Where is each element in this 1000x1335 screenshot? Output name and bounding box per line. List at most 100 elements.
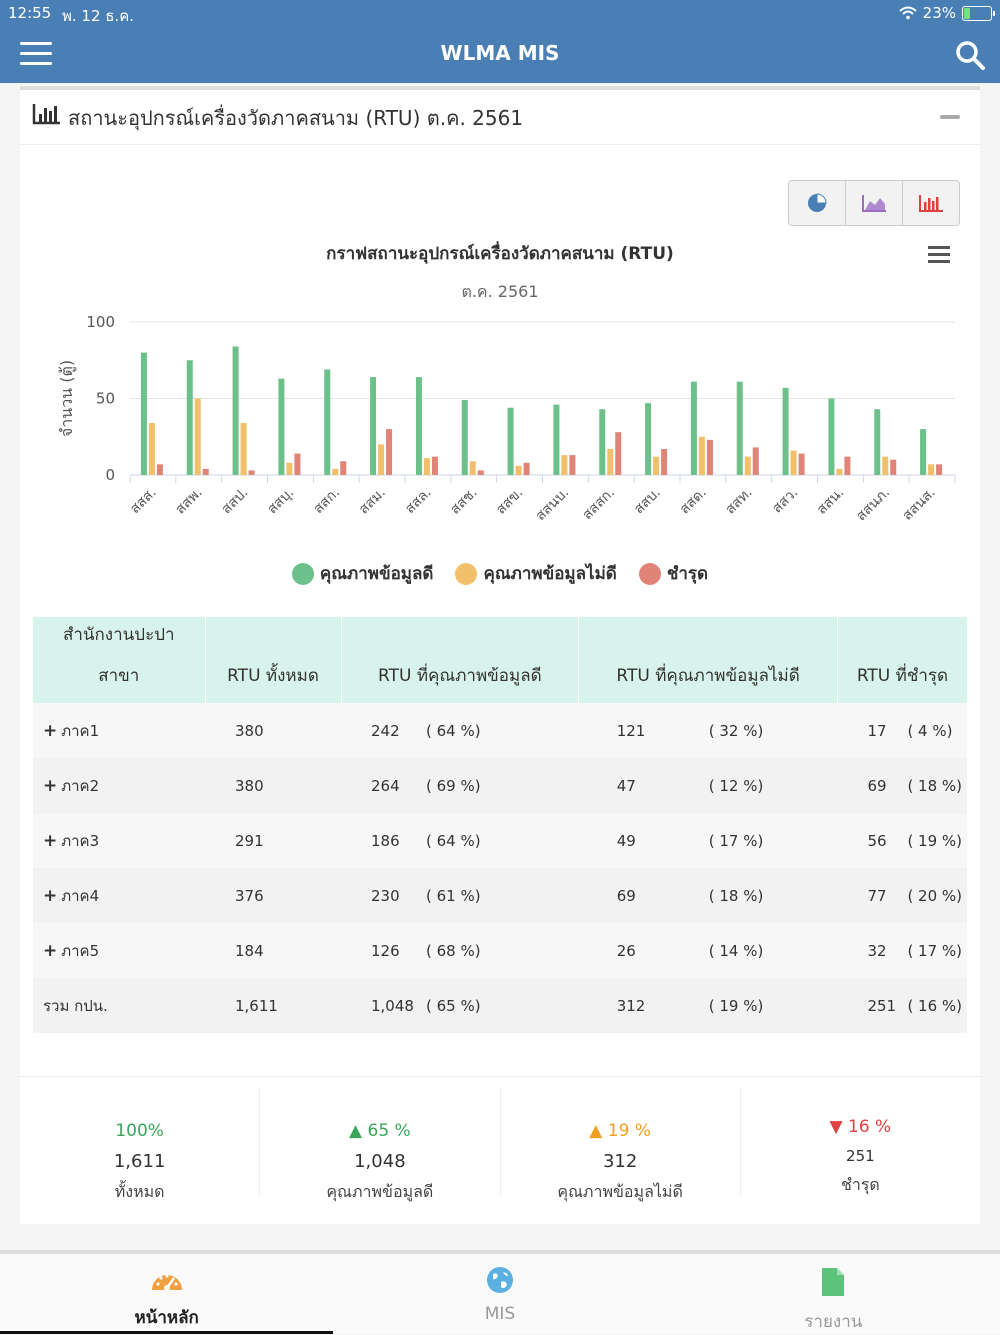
x-tick-label: สสส. — [127, 485, 160, 518]
bar — [202, 468, 209, 475]
bar — [286, 462, 293, 475]
wifi-icon — [898, 6, 917, 20]
area-chart-button[interactable] — [846, 181, 903, 225]
bar — [882, 456, 889, 475]
table-summary-row: รวม กปน. 1,611 1,048( 65 %) 312( 19 %) 251( … — [33, 978, 967, 1033]
table-cell: ( 18 %) — [907, 758, 967, 813]
bar — [690, 381, 697, 475]
table-cell: รวม กปน. — [33, 978, 205, 1033]
y-axis-label: จำนวน (ตู้) — [57, 360, 77, 437]
table-cell: ( 69 %) — [426, 758, 579, 813]
table-cell: 47 — [578, 758, 709, 813]
hamburger-icon[interactable] — [20, 42, 52, 66]
table-row[interactable]: + ภาค4 376 230( 61 %) 69( 18 %) 77( 20 %) — [33, 868, 967, 923]
table-cell: 1,611 — [205, 978, 341, 1033]
table-row[interactable]: + ภาค5 184 126( 68 %) 26( 14 %) 32( 17 %) — [33, 923, 967, 978]
table-cell: ( 19 %) — [907, 813, 967, 868]
tab-mis[interactable]: MIS — [333, 1254, 666, 1334]
status-date: พ. 12 ธ.ค. — [62, 7, 135, 25]
header-broken: RTU ที่ชำรุด — [837, 617, 967, 703]
table-cell: + ภาค3 — [33, 813, 205, 868]
bar — [324, 369, 331, 475]
legend-bad[interactable]: คุณภาพข้อมูลไม่ดี — [455, 560, 617, 587]
battery-icon — [962, 5, 995, 21]
x-tick-label: สสท. — [722, 485, 755, 518]
x-tick-label: สสพ. — [172, 485, 205, 518]
bar — [294, 453, 301, 475]
bar — [248, 470, 255, 475]
table-cell: ( 19 %) — [708, 978, 838, 1033]
table-cell: + ภาค4 — [33, 868, 205, 923]
card-title: สถานะอุปกรณ์เครื่องวัดภาคสนาม (RTU) ต.ค.… — [68, 106, 524, 130]
bar — [561, 455, 568, 475]
dashboard-icon — [151, 1274, 182, 1291]
legend-broken[interactable]: ชำรุด — [638, 560, 708, 587]
x-tick-label: สสสก. — [579, 485, 618, 524]
summary-bad: ▲ 19 % 312 คุณภาพข้อมูลไม่ดี — [501, 1087, 741, 1201]
legend-good[interactable]: คุณภาพข้อมูลดี — [291, 560, 433, 587]
rtu-table: สำนักงานปะปา สาขา RTU ทั้งหมด RTU ที่คุณภ… — [33, 617, 967, 1033]
status-bar: 12:55 พ. 12 ธ.ค. 23% — [0, 0, 1000, 26]
header-bad: RTU ที่คุณภาพข้อมูลไม่ดี — [578, 617, 838, 703]
bar — [782, 387, 789, 475]
table-row[interactable]: + ภาค3 291 186( 64 %) 49( 17 %) 56( 19 %) — [33, 813, 967, 868]
table-cell: 380 — [205, 703, 341, 758]
bar — [370, 377, 377, 475]
summary-broken: ▼ 16 % 251 ชำรุด — [829, 1117, 892, 1194]
globe-icon — [486, 1267, 513, 1293]
bar — [790, 450, 797, 475]
expand-icon[interactable]: + — [43, 940, 58, 961]
bar — [140, 352, 147, 475]
table-cell: ( 68 %) — [426, 923, 579, 978]
table-cell: + ภาค2 — [33, 758, 205, 813]
table-cell: 312 — [578, 978, 709, 1033]
bar — [340, 461, 347, 475]
x-tick-label: สสนส. — [900, 485, 939, 524]
y-tick-label: 50 — [96, 390, 115, 408]
bar — [706, 439, 713, 475]
table-cell: ( 14 %) — [708, 923, 838, 978]
tab-home[interactable]: หน้าหลัก — [0, 1254, 334, 1334]
x-tick-label: สสบ. — [631, 485, 664, 518]
expand-icon[interactable]: + — [43, 830, 58, 851]
bar — [523, 462, 530, 475]
table-row[interactable]: + ภาค2 380 264( 69 %) 47( 12 %) 69( 18 %) — [33, 758, 967, 813]
x-tick-label: สสก. — [311, 485, 344, 518]
table-cell: ( 61 %) — [426, 868, 579, 923]
expand-icon[interactable]: + — [43, 775, 58, 796]
bar — [278, 378, 285, 475]
table-cell: ( 18 %) — [708, 868, 838, 923]
summary-good: ▲ 65 % 1,048 คุณภาพข้อมูลดี — [260, 1087, 501, 1201]
expand-icon[interactable]: + — [43, 885, 58, 906]
bar — [423, 458, 430, 475]
chart-title: กราฟสถานะอุปกรณ์เครื่องวัดภาคสนาม (RTU) — [326, 244, 674, 264]
table-cell: 69 — [837, 758, 908, 813]
bar — [844, 456, 851, 475]
bar-chart-icon — [32, 104, 60, 125]
bar — [186, 360, 193, 475]
collapse-button[interactable] — [940, 115, 960, 119]
table-cell: ( 17 %) — [708, 813, 838, 868]
table-cell: 251 — [837, 978, 908, 1033]
chart-type-toolbar — [788, 180, 960, 226]
area-chart-icon — [862, 195, 886, 212]
chart-menu-icon[interactable] — [928, 246, 950, 267]
bar — [415, 377, 422, 475]
table-cell: 242 — [341, 703, 426, 758]
table-cell: 17 — [837, 703, 908, 758]
table-row[interactable]: + ภาค1 380 242( 64 %) 121( 32 %) 17( 4 %) — [33, 703, 967, 758]
pie-chart-button[interactable] — [789, 181, 846, 225]
search-icon[interactable] — [954, 39, 986, 71]
bar — [653, 456, 660, 475]
summary-strip: 100% 1,611 ทั้งหมด ▲ 65 % 1,048 คุณภาพข้… — [20, 1076, 980, 1226]
table-cell: ( 64 %) — [426, 703, 579, 758]
card-header: สถานะอุปกรณ์เครื่องวัดภาคสนาม (RTU) ต.ค.… — [20, 90, 980, 145]
bar — [698, 436, 705, 475]
arrow-up-icon: ▲ — [589, 1121, 603, 1141]
status-time: 12:55 — [8, 4, 52, 22]
expand-icon[interactable]: + — [43, 720, 58, 741]
header-office: สำนักงานปะปา สาขา — [33, 617, 206, 703]
bar-chart-button[interactable] — [903, 181, 959, 225]
tab-report[interactable]: รายงาน — [667, 1254, 1000, 1334]
app-title: WLMA MIS — [440, 41, 560, 65]
